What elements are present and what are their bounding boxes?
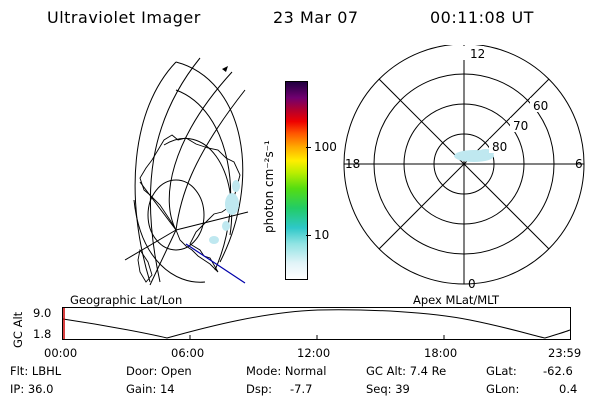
- colorbar-tick-10: 10: [314, 228, 330, 242]
- time-tick-2359: 23:59: [548, 346, 582, 360]
- gain-info: Gain: 14: [126, 382, 175, 396]
- lat-label-70: 70: [513, 119, 528, 133]
- time-tick-1800: 18:00: [424, 346, 458, 360]
- apex-panel-label: Apex MLat/MLT: [413, 293, 500, 307]
- time-tick-1200: 12:00: [297, 346, 331, 360]
- mode-info: Mode: Normal: [246, 364, 327, 378]
- altitude-tick-top: 9.0: [33, 306, 52, 320]
- satellite-track: [185, 243, 246, 284]
- instrument-title: Ultraviolet Imager: [47, 8, 201, 27]
- lat-label-60: 60: [533, 99, 548, 113]
- sequence-info: Seq: 39: [366, 382, 410, 396]
- time-label: 00:11:08 UT: [430, 8, 534, 27]
- colorbar-unit-label: photon cm⁻²s⁻¹: [262, 140, 276, 233]
- south-america-coastline: [137, 134, 241, 283]
- polar-grid: [343, 45, 585, 285]
- mlt-label-18: 18: [345, 157, 360, 171]
- ip-info: IP: 36.0: [10, 382, 54, 396]
- polar-plot: 12 18 6 0 60 70 80: [343, 45, 585, 290]
- glat-value: -62.6: [543, 364, 573, 378]
- altitude-axis-label: GC Alt: [11, 311, 25, 348]
- altitude-curve: [62, 309, 571, 339]
- aurora-emission-map: [209, 180, 240, 244]
- geographic-panel-label: Geographic Lat/Lon: [70, 293, 183, 307]
- altitude-tick-bottom: 1.8: [33, 327, 52, 341]
- altitude-plot-frame: [62, 307, 571, 340]
- altitude-plot: [62, 307, 571, 340]
- mlt-label-12: 12: [470, 47, 485, 61]
- map-marker: [222, 66, 228, 72]
- time-tick-0600: 06:00: [171, 346, 205, 360]
- time-tick-0000: 00:00: [44, 346, 78, 360]
- gc-alt-info: GC Alt: 7.4 Re: [366, 364, 447, 378]
- colorbar-gradient: [285, 81, 308, 280]
- dsp-label: Dsp:: [246, 382, 273, 396]
- map-grid-lines: [124, 57, 249, 286]
- mlt-label-0: 0: [468, 277, 476, 290]
- filter-info: Flt: LBHL: [10, 364, 62, 378]
- glon-label: GLon:: [486, 382, 520, 396]
- lat-label-80: 80: [492, 140, 507, 154]
- geographic-map: [124, 57, 249, 286]
- mlt-label-6: 6: [575, 157, 583, 171]
- aurora-emission-polar: [454, 149, 494, 162]
- date-label: 23 Mar 07: [273, 8, 359, 27]
- glon-value: 0.4: [559, 382, 578, 396]
- dsp-value: -7.7: [290, 382, 313, 396]
- glat-label: GLat:: [486, 364, 517, 378]
- colorbar-tick-100: 100: [314, 140, 337, 154]
- door-info: Door: Open: [126, 364, 192, 378]
